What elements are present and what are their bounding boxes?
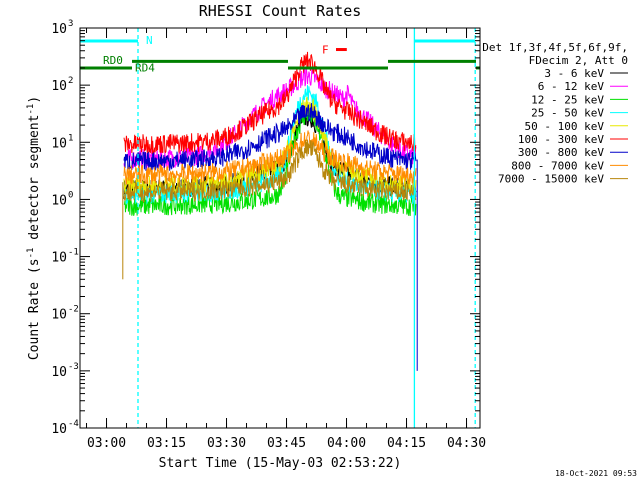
night-bar-label: N (146, 34, 153, 47)
y-axis-label-sup2: -1 (26, 104, 36, 115)
y-axis-label-sup1: -1 (26, 248, 36, 259)
y-tick-label-exponent: 2 (68, 76, 73, 86)
x-tick-label: 03:30 (207, 436, 246, 451)
legend: Det 1f,3f,4f,5f,6f,9f, FDecim 2, Att 0 3… (482, 41, 628, 186)
y-tick-label: 10 (51, 308, 67, 323)
y-tick-label-base: 10 (51, 365, 67, 380)
y-axis-label-prefix: Count Rate (s (27, 258, 42, 360)
legend-label-4: 50 - 100 keV (525, 120, 605, 133)
legend-header-line-2: FDecim 2, Att 0 (529, 54, 628, 67)
series-line-8 (123, 139, 417, 203)
y-axis-label-mid: detector segment (27, 115, 42, 248)
legend-label-3: 25 - 50 keV (531, 107, 604, 120)
y-tick-label-exponent: -4 (68, 419, 79, 429)
y-tick-label-exponent: -2 (68, 305, 79, 315)
legend-label-1: 6 - 12 keV (538, 80, 605, 93)
x-axis-label: Start Time (15-May-03 02:53:22) (159, 456, 402, 471)
decimation-label-0: RD0 (103, 54, 123, 67)
x-tick-label: 04:15 (387, 436, 426, 451)
decimation-label-1: RD4 (135, 61, 155, 74)
y-tick-label-base: 10 (51, 79, 67, 94)
x-tick-label: 04:00 (327, 436, 366, 451)
legend-header-line-1: Det 1f,3f,4f,5f,6f,9f, (482, 41, 628, 54)
flare-flag-label: F (322, 44, 329, 57)
y-tick-label: 10 (51, 422, 67, 437)
legend-label-5: 100 - 300 keV (518, 133, 604, 146)
series-line-6 (123, 103, 417, 171)
timestamp: 18-Oct-2021 09:53 (555, 469, 637, 478)
x-tick-label: 04:30 (447, 436, 486, 451)
series-layer (122, 51, 418, 371)
y-tick-label: 10 (51, 251, 67, 266)
y-tick-label-base: 10 (51, 251, 67, 266)
y-tick-label-base: 10 (51, 308, 67, 323)
y-tick-label-base: 10 (51, 136, 67, 151)
y-tick-label-base: 10 (51, 193, 67, 208)
legend-label-0: 3 - 6 keV (544, 67, 604, 80)
y-tick-label: 10 (51, 136, 67, 151)
y-tick-label-base: 10 (51, 22, 67, 37)
y-tick-label: 10 (51, 79, 67, 94)
y-tick-label-exponent: 0 (68, 190, 73, 200)
y-tick-label: 10 (51, 365, 67, 380)
series-line-5 (123, 51, 417, 155)
legend-label-2: 12 - 25 keV (531, 93, 604, 106)
y-tick-label-exponent: -3 (68, 362, 79, 372)
x-tick-label: 03:15 (147, 436, 186, 451)
y-tick-label-exponent: 1 (68, 133, 73, 143)
legend-label-8: 7000 - 15000 keV (498, 173, 604, 186)
y-tick-label-exponent: 3 (68, 19, 73, 29)
y-axis-label: Count Rate (s-1 detector segment-1) (26, 96, 42, 360)
y-tick-label: 10 (51, 22, 67, 37)
x-tick-label: 03:45 (267, 436, 306, 451)
y-tick-label-base: 10 (51, 422, 67, 437)
legend-label-6: 300 - 800 keV (518, 146, 604, 159)
y-axis-label-suffix: ) (27, 96, 42, 104)
chart-title: RHESSI Count Rates (199, 2, 362, 20)
x-tick-label: 03:00 (87, 436, 126, 451)
plot-frame (79, 27, 481, 429)
y-tick-label: 10 (51, 193, 67, 208)
y-tick-label-exponent: -1 (68, 248, 79, 258)
overlay-layer: N RD0 RD4 F (80, 28, 480, 428)
series-line-7 (123, 130, 417, 186)
legend-label-7: 800 - 7000 keV (511, 159, 604, 172)
